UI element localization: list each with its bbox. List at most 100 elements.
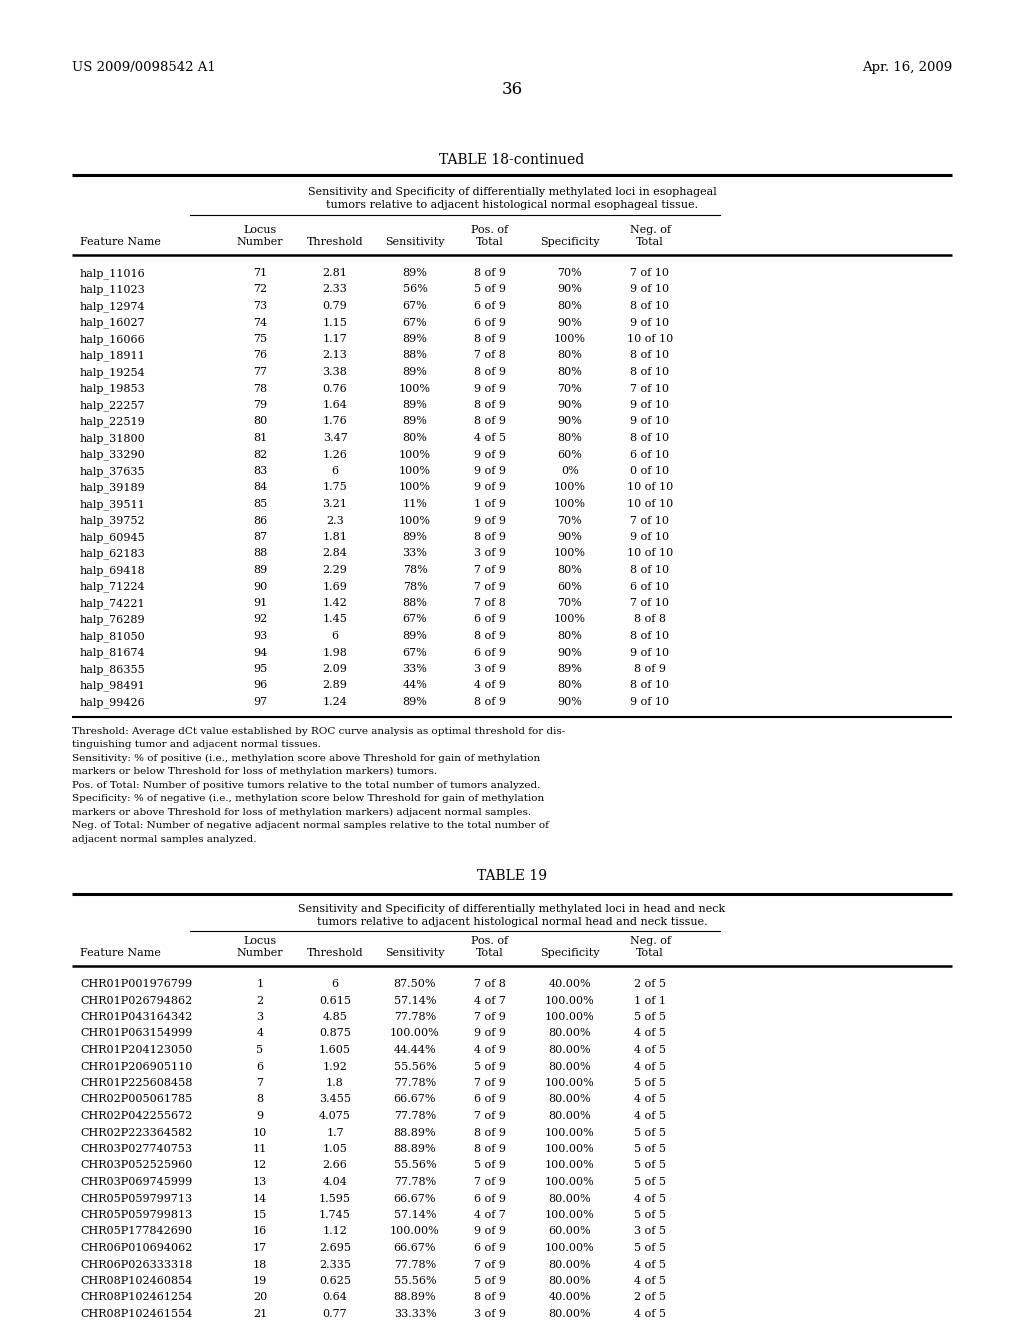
Text: 90%: 90% xyxy=(557,417,583,426)
Text: 5 of 5: 5 of 5 xyxy=(634,1127,666,1138)
Text: 9 of 9: 9 of 9 xyxy=(474,1226,506,1237)
Text: 44%: 44% xyxy=(402,681,427,690)
Text: 15: 15 xyxy=(253,1210,267,1220)
Text: 100.00%: 100.00% xyxy=(545,1012,595,1022)
Text: 89%: 89% xyxy=(557,664,583,675)
Text: halp_16066: halp_16066 xyxy=(80,334,145,345)
Text: 5 of 9: 5 of 9 xyxy=(474,1160,506,1171)
Text: 4 of 5: 4 of 5 xyxy=(634,1309,666,1319)
Text: 9 of 9: 9 of 9 xyxy=(474,516,506,525)
Text: Neg. of: Neg. of xyxy=(630,224,671,235)
Text: 3: 3 xyxy=(256,1012,263,1022)
Text: 1 of 1: 1 of 1 xyxy=(634,995,666,1006)
Text: 8 of 9: 8 of 9 xyxy=(474,532,506,543)
Text: 90%: 90% xyxy=(557,318,583,327)
Text: Threshold: Threshold xyxy=(306,238,364,247)
Text: 33%: 33% xyxy=(402,549,427,558)
Text: 8 of 10: 8 of 10 xyxy=(631,367,670,378)
Text: 13: 13 xyxy=(253,1177,267,1187)
Text: 6 of 9: 6 of 9 xyxy=(474,1243,506,1253)
Text: 4 of 7: 4 of 7 xyxy=(474,995,506,1006)
Text: halp_33290: halp_33290 xyxy=(80,450,145,461)
Text: 10 of 10: 10 of 10 xyxy=(627,334,673,345)
Text: 40.00%: 40.00% xyxy=(549,979,591,989)
Text: 74: 74 xyxy=(253,318,267,327)
Text: halp_31800: halp_31800 xyxy=(80,433,145,444)
Text: 4 of 5: 4 of 5 xyxy=(634,1193,666,1204)
Text: Sensitivity and Specificity of differentially methylated loci in esophageal: Sensitivity and Specificity of different… xyxy=(307,187,717,197)
Text: 60.00%: 60.00% xyxy=(549,1226,591,1237)
Text: 10: 10 xyxy=(253,1127,267,1138)
Text: 89%: 89% xyxy=(402,400,427,411)
Text: 1.76: 1.76 xyxy=(323,417,347,426)
Text: CHR02P042255672: CHR02P042255672 xyxy=(80,1111,193,1121)
Text: halp_11016: halp_11016 xyxy=(80,268,145,279)
Text: 1.8: 1.8 xyxy=(326,1078,344,1088)
Text: 1.12: 1.12 xyxy=(323,1226,347,1237)
Text: 9: 9 xyxy=(256,1111,263,1121)
Text: 6 of 9: 6 of 9 xyxy=(474,318,506,327)
Text: CHR06P010694062: CHR06P010694062 xyxy=(80,1243,193,1253)
Text: 2.66: 2.66 xyxy=(323,1160,347,1171)
Text: 6: 6 xyxy=(256,1061,263,1072)
Text: markers or above Threshold for loss of methylation markers) adjacent normal samp: markers or above Threshold for loss of m… xyxy=(72,808,531,817)
Text: 100%: 100% xyxy=(399,384,431,393)
Text: 88: 88 xyxy=(253,549,267,558)
Text: 89%: 89% xyxy=(402,631,427,642)
Text: 95: 95 xyxy=(253,664,267,675)
Text: 8 of 9: 8 of 9 xyxy=(474,334,506,345)
Text: 55.56%: 55.56% xyxy=(393,1061,436,1072)
Text: 8 of 9: 8 of 9 xyxy=(474,1144,506,1154)
Text: CHR03P052525960: CHR03P052525960 xyxy=(80,1160,193,1171)
Text: 80.00%: 80.00% xyxy=(549,1111,591,1121)
Text: 84: 84 xyxy=(253,483,267,492)
Text: 8 of 9: 8 of 9 xyxy=(474,400,506,411)
Text: 80%: 80% xyxy=(557,433,583,444)
Text: Locus: Locus xyxy=(244,936,276,946)
Text: 14: 14 xyxy=(253,1193,267,1204)
Text: halp_98491: halp_98491 xyxy=(80,681,145,692)
Text: 6 of 9: 6 of 9 xyxy=(474,301,506,312)
Text: 9 of 9: 9 of 9 xyxy=(474,483,506,492)
Text: 4 of 9: 4 of 9 xyxy=(474,681,506,690)
Text: 100.00%: 100.00% xyxy=(390,1028,440,1039)
Text: 3.47: 3.47 xyxy=(323,433,347,444)
Text: 44.44%: 44.44% xyxy=(393,1045,436,1055)
Text: 4 of 5: 4 of 5 xyxy=(474,433,506,444)
Text: CHR03P069745999: CHR03P069745999 xyxy=(80,1177,193,1187)
Text: 85: 85 xyxy=(253,499,267,510)
Text: 77.78%: 77.78% xyxy=(394,1259,436,1270)
Text: CHR06P026333318: CHR06P026333318 xyxy=(80,1259,193,1270)
Text: CHR01P001976799: CHR01P001976799 xyxy=(80,979,193,989)
Text: halp_19254: halp_19254 xyxy=(80,367,145,378)
Text: 7 of 8: 7 of 8 xyxy=(474,979,506,989)
Text: 88.89%: 88.89% xyxy=(393,1292,436,1303)
Text: Sensitivity: % of positive (i.e., methylation score above Threshold for gain of : Sensitivity: % of positive (i.e., methyl… xyxy=(72,754,541,763)
Text: 1.745: 1.745 xyxy=(319,1210,351,1220)
Text: 7 of 9: 7 of 9 xyxy=(474,1111,506,1121)
Text: CHR02P223364582: CHR02P223364582 xyxy=(80,1127,193,1138)
Text: tumors relative to adjacent histological normal head and neck tissue.: tumors relative to adjacent histological… xyxy=(316,917,708,927)
Text: 77: 77 xyxy=(253,367,267,378)
Text: 55.56%: 55.56% xyxy=(393,1160,436,1171)
Text: halp_62183: halp_62183 xyxy=(80,549,145,560)
Text: halp_39511: halp_39511 xyxy=(80,499,145,510)
Text: CHR01P063154999: CHR01P063154999 xyxy=(80,1028,193,1039)
Text: halp_11023: halp_11023 xyxy=(80,285,145,296)
Text: Neg. of: Neg. of xyxy=(630,936,671,946)
Text: halp_37635: halp_37635 xyxy=(80,466,145,477)
Text: 0.875: 0.875 xyxy=(319,1028,351,1039)
Text: 6 of 10: 6 of 10 xyxy=(631,582,670,591)
Text: 4 of 5: 4 of 5 xyxy=(634,1259,666,1270)
Text: 8 of 9: 8 of 9 xyxy=(474,417,506,426)
Text: 5 of 5: 5 of 5 xyxy=(634,1243,666,1253)
Text: Total: Total xyxy=(636,238,664,247)
Text: 4.075: 4.075 xyxy=(319,1111,351,1121)
Text: 0.77: 0.77 xyxy=(323,1309,347,1319)
Text: 66.67%: 66.67% xyxy=(394,1094,436,1105)
Text: 36: 36 xyxy=(502,82,522,99)
Text: halp_39189: halp_39189 xyxy=(80,483,145,494)
Text: 6: 6 xyxy=(332,979,339,989)
Text: 5 of 5: 5 of 5 xyxy=(634,1160,666,1171)
Text: 2.89: 2.89 xyxy=(323,681,347,690)
